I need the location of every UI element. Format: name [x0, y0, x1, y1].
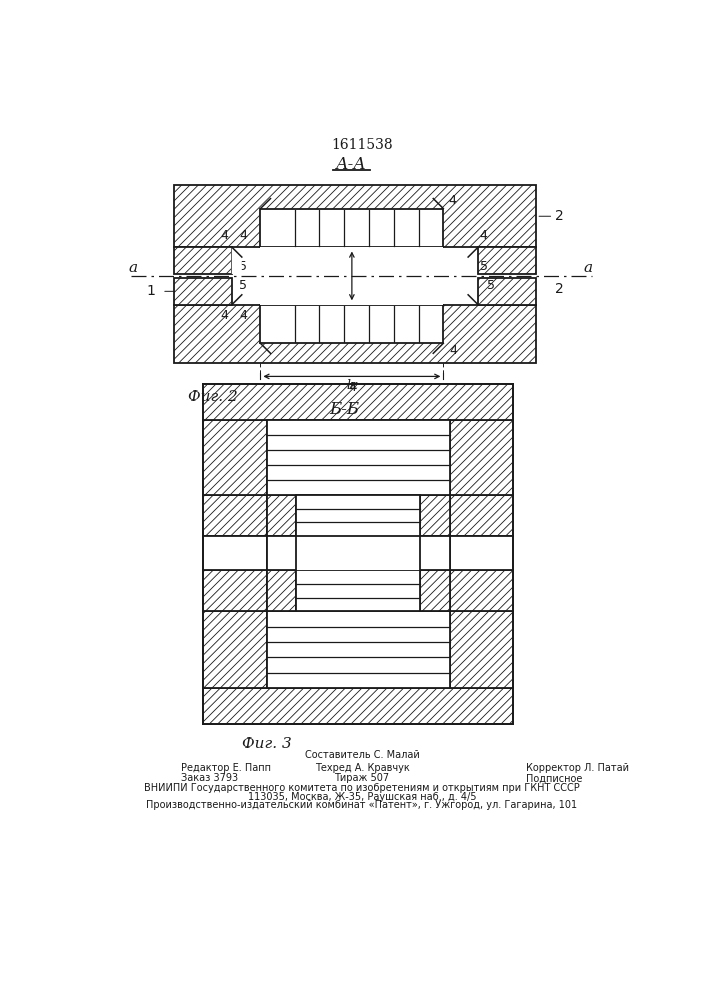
Text: Б-Б: Б-Б — [329, 401, 359, 418]
Text: Техред А. Кравчук: Техред А. Кравчук — [315, 763, 409, 773]
Text: 113035, Москва, Ж-35, Раушская наб., д. 4/5: 113035, Москва, Ж-35, Раушская наб., д. … — [247, 792, 477, 802]
Bar — [267, 420, 450, 495]
Bar — [420, 536, 450, 570]
Bar — [450, 570, 513, 611]
Bar — [174, 247, 232, 274]
Bar — [420, 570, 450, 611]
Bar — [267, 570, 296, 611]
Bar — [174, 305, 537, 363]
Polygon shape — [232, 247, 242, 274]
Bar — [174, 278, 232, 305]
Text: 5: 5 — [371, 277, 379, 290]
Bar — [203, 420, 267, 495]
Text: 2: 2 — [555, 209, 564, 223]
Text: Заказ 3793: Заказ 3793 — [182, 773, 238, 783]
Bar — [203, 495, 267, 536]
Text: А-А: А-А — [337, 156, 368, 173]
Text: 4: 4 — [240, 229, 247, 242]
Bar — [267, 536, 296, 570]
Bar — [260, 305, 443, 343]
Bar — [267, 611, 450, 688]
Text: 1611538: 1611538 — [331, 138, 393, 152]
Bar — [260, 247, 443, 305]
Text: 4: 4 — [348, 381, 356, 394]
Text: Вк: Вк — [334, 268, 348, 284]
Text: 5: 5 — [240, 260, 247, 273]
Text: Тираж 507: Тираж 507 — [334, 773, 390, 783]
Text: 4: 4 — [479, 229, 488, 242]
Bar — [478, 247, 537, 274]
Text: 4: 4 — [220, 229, 228, 242]
Text: 4: 4 — [220, 309, 228, 322]
Text: ВНИИПИ Государственного комитета по изобретениям и открытиям при ГКНТ СССР: ВНИИПИ Государственного комитета по изоб… — [144, 783, 580, 793]
Bar — [203, 611, 267, 688]
Text: а: а — [128, 261, 137, 275]
Bar — [260, 209, 443, 247]
Bar — [450, 495, 513, 536]
Text: Составитель С. Малай: Составитель С. Малай — [305, 750, 419, 760]
Bar — [450, 420, 513, 495]
Bar — [420, 570, 450, 611]
Bar — [203, 384, 513, 420]
Text: Фиг. 2: Фиг. 2 — [187, 390, 238, 404]
Bar — [267, 570, 296, 611]
Text: Корректор Л. Патай: Корректор Л. Патай — [526, 763, 629, 773]
Text: 4: 4 — [448, 194, 456, 207]
Bar — [450, 611, 513, 688]
Text: Редактор Е. Папп: Редактор Е. Папп — [182, 763, 271, 773]
Text: lк: lк — [346, 379, 358, 392]
Text: 5: 5 — [479, 260, 488, 273]
Text: 2: 2 — [555, 282, 564, 296]
Bar — [203, 570, 267, 611]
Bar — [420, 495, 450, 536]
Text: 4: 4 — [240, 309, 247, 322]
Bar — [478, 278, 537, 305]
Text: Производственно-издательский комбинат «Патент», г. Ужгород, ул. Гагарина, 101: Производственно-издательский комбинат «П… — [146, 800, 578, 810]
Bar — [203, 688, 513, 724]
Text: 5: 5 — [487, 279, 496, 292]
Text: Фиг. 3: Фиг. 3 — [242, 737, 291, 751]
Bar — [267, 495, 296, 536]
Bar — [174, 185, 537, 247]
Bar — [450, 536, 513, 570]
Bar — [296, 495, 420, 536]
Bar — [203, 536, 267, 570]
Text: 1: 1 — [146, 284, 155, 298]
Bar — [296, 570, 420, 611]
Text: а: а — [584, 261, 592, 275]
Bar — [296, 536, 420, 570]
Text: 4: 4 — [450, 344, 457, 358]
Bar — [267, 495, 296, 536]
Text: Подписное: Подписное — [526, 773, 583, 783]
Bar — [420, 495, 450, 536]
Text: 5: 5 — [240, 279, 247, 292]
